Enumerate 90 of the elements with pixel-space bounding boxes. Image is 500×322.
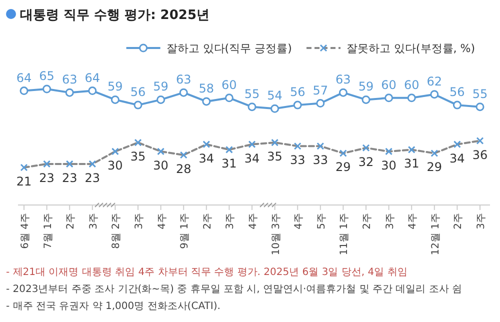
point [20, 86, 28, 96]
x-tick-label: 3주 [476, 213, 487, 230]
data-label: 64 [84, 70, 100, 85]
point [362, 95, 370, 104]
data-label: 54 [267, 88, 282, 103]
point [134, 100, 142, 110]
data-label: 63 [176, 72, 192, 87]
data-label: 23 [84, 170, 100, 185]
data-label: 21 [16, 174, 32, 189]
data-label: 65 [39, 69, 54, 83]
x-tick-label: 3주 [134, 213, 145, 230]
data-label: 59 [108, 80, 123, 94]
text: - 2023년부터 주중 조사 기간(화~목) 중 휴무일 포함 시, 연말연시·여름휴가철 및 주간 데일리 조사 쉼 [6, 284, 462, 295]
data-label: 31 [404, 156, 420, 171]
data-label: 35 [267, 150, 282, 164]
data-label: 30 [381, 158, 396, 172]
data-label: 63 [62, 72, 78, 87]
text: - 제21대 이재명 대통령 취임 4주 차부터 직무 수행 평가. 2025년 6월 3일 당선, 4일 취임 [6, 267, 408, 278]
data-label: 55 [472, 86, 488, 101]
data-label: 55 [244, 86, 260, 101]
point [248, 102, 256, 112]
x-tick-label: 10월 3주 [270, 213, 282, 256]
text: - 매주 전국 유권자 약 1,000명 전화조사(CATI). [6, 301, 220, 312]
data-label: 60 [404, 78, 420, 92]
chart-title: 대통령 직무 수행 평가: 2025년 [20, 8, 210, 23]
data-label: 30 [108, 158, 123, 172]
x-tick-label: 5주 [316, 213, 328, 230]
data-label: 34 [198, 151, 214, 166]
point [42, 84, 52, 94]
data-label: 60 [381, 78, 396, 92]
data-label: 29 [426, 160, 442, 174]
point [224, 94, 234, 102]
legend-label: 잘못하고 있다(부정률, %) [346, 42, 476, 55]
x-tick-label: 4주 [156, 213, 168, 230]
x-tick-label: 8월 2주 [111, 213, 122, 249]
x-tick-label: 4주 [248, 213, 259, 230]
data-label: 30 [153, 158, 168, 172]
data-label: 32 [358, 154, 374, 169]
x-tick-label: 2주 [66, 213, 77, 230]
x-tick-label: 2주 [202, 213, 214, 230]
point [430, 90, 439, 99]
point [338, 88, 348, 97]
data-label: 59 [153, 80, 168, 94]
x-tick-label: 12월 1주 [430, 213, 442, 256]
data-label: 35 [130, 150, 146, 164]
data-label: 63 [336, 72, 351, 87]
data-label: 33 [312, 153, 328, 168]
point [316, 99, 325, 108]
x-tick-label: 4주 [294, 213, 305, 230]
data-label: 34 [244, 151, 260, 166]
point [88, 86, 97, 96]
x-tick-label: 3주 [384, 213, 396, 230]
data-label: 64 [16, 70, 32, 85]
data-label: 31 [222, 156, 237, 171]
x-tick-label: 3주 [225, 213, 236, 230]
x-tick-label: 9월 1주 [180, 213, 191, 249]
data-label: 34 [450, 151, 465, 166]
point [110, 95, 120, 104]
point [202, 97, 211, 106]
data-label: 36 [472, 148, 488, 162]
point [156, 95, 166, 104]
point [452, 100, 462, 110]
data-label: 62 [426, 74, 442, 88]
data-label: 60 [222, 78, 237, 92]
data-label: 56 [450, 85, 465, 100]
point [407, 94, 416, 102]
x-tick-label: 2주 [362, 213, 373, 230]
point [179, 88, 188, 97]
data-label: 29 [336, 160, 351, 174]
data-label: 59 [358, 80, 374, 94]
point [476, 102, 484, 112]
data-label: 23 [62, 170, 78, 185]
data-label: 57 [312, 83, 328, 98]
point [270, 104, 280, 113]
data-label: 58 [198, 81, 214, 96]
data-label: 23 [39, 170, 54, 185]
data-label: 33 [290, 153, 306, 168]
x-tick-label: 11월 1주 [339, 213, 350, 256]
data-label: 28 [176, 162, 192, 176]
x-tick-label: 3주 [88, 213, 100, 230]
point [293, 100, 302, 110]
point [65, 88, 74, 97]
x-tick-label: 2주 [453, 213, 464, 230]
legend-label: 잘하고 있다(직무 긍정률) [166, 42, 292, 55]
x-tick-label: 7월 1주 [42, 213, 54, 249]
point [384, 94, 394, 102]
x-tick-label: 6월 4주 [20, 213, 31, 249]
data-label: 56 [290, 85, 306, 100]
x-tick-label: 4주 [408, 213, 419, 230]
data-label: 56 [130, 85, 146, 100]
